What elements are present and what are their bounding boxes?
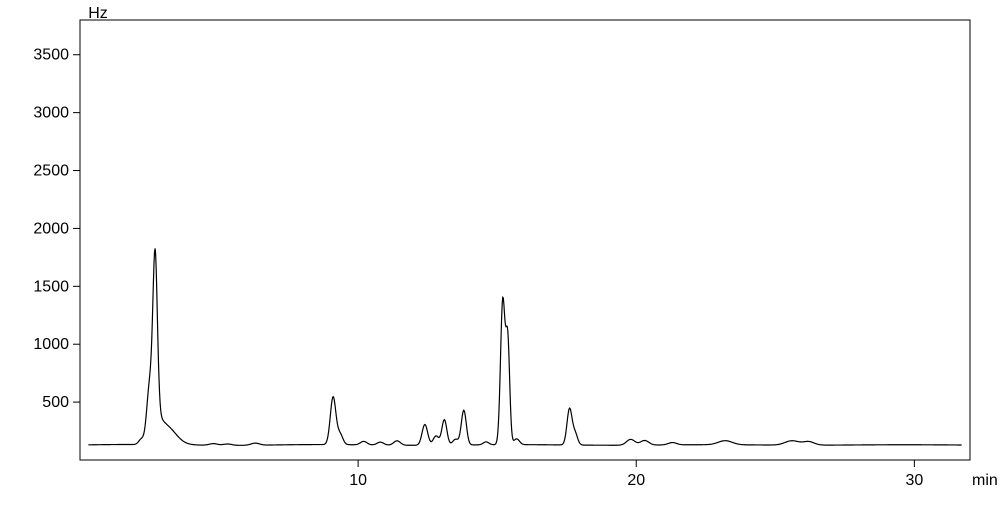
svg-text:10: 10 [349, 472, 367, 489]
svg-text:30: 30 [905, 472, 923, 489]
svg-text:min: min [972, 472, 998, 489]
chart-svg: 500 1000 1500 2000 2500 3000 3500 10 20 30 Hz min [0, 0, 1000, 520]
svg-text:20: 20 [627, 472, 645, 489]
svg-text:3000: 3000 [33, 105, 69, 122]
svg-text:3500: 3500 [33, 47, 69, 64]
svg-text:500: 500 [42, 394, 69, 411]
svg-text:1000: 1000 [33, 336, 69, 353]
svg-text:Hz: Hz [88, 5, 108, 22]
svg-text:2500: 2500 [33, 163, 69, 180]
svg-text:1500: 1500 [33, 278, 69, 295]
chromatogram-chart: 500 1000 1500 2000 2500 3000 3500 10 20 30 Hz min [0, 0, 1000, 520]
svg-text:2000: 2000 [33, 220, 69, 237]
